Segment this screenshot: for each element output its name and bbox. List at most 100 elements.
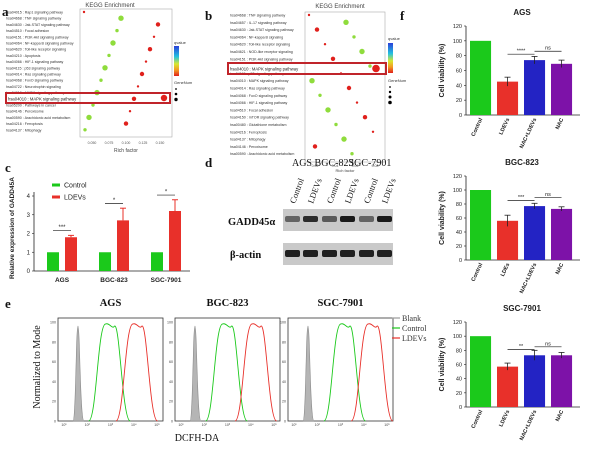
kegg-b-tick: 0.08 [372, 164, 379, 168]
kegg-b-xlabel: Rich factor [335, 168, 355, 173]
kegg-b-legend-gene: GeneNum [388, 78, 407, 83]
e-cell-title: AGS [100, 298, 122, 309]
d-lane-label: LDEVs [379, 177, 397, 205]
f-bar [551, 355, 573, 407]
kegg-b-tick: 0.04 [332, 164, 339, 168]
kegg-b-bubble [307, 13, 311, 17]
e-ytick: 40 [169, 380, 173, 384]
kegg-b-bubble [350, 152, 354, 156]
kegg-a-xlabel: Rich factor [114, 148, 138, 154]
e-ytick: 80 [52, 340, 56, 344]
e-ytick: 0 [171, 420, 173, 424]
e-ytick: 60 [169, 360, 173, 364]
f-chart-title: BGC-823 [505, 158, 539, 167]
kegg-a-bubble [110, 40, 116, 46]
kegg-a-highlight-bubble [160, 94, 168, 102]
e-xlabel: DCFH-DA [175, 433, 220, 444]
c-bar-ldevs [169, 211, 181, 271]
e-xtick: 10⁵ [384, 423, 390, 427]
f-bar [524, 60, 546, 115]
e-xtick: 10¹ [61, 423, 67, 427]
d-band-actin [322, 250, 337, 257]
f-category-label: NAC [555, 409, 565, 422]
e-xtick: 10¹ [291, 423, 297, 427]
e-ytick: 80 [169, 340, 173, 344]
kegg-b-term-label: hsa04010 : MAPK signaling pathway [230, 79, 289, 83]
e-legend-label: LDEVs [402, 334, 426, 343]
kegg-b-term-label: hsa04066 : HIF-1 signaling pathway [230, 101, 288, 105]
d-lane-label: Control [361, 176, 379, 204]
kegg-a-bubble [82, 10, 86, 14]
kegg-a-size-legend-2 [174, 92, 178, 96]
e-ytick: 100 [280, 320, 286, 324]
kegg-b-bubble [325, 107, 331, 113]
e-ylabel: Normalized to Mode [32, 325, 43, 409]
e-control-histogram [88, 323, 131, 422]
c-sig-label: * [165, 190, 168, 196]
e-ytick: 60 [282, 360, 286, 364]
kegg-a-bubble [115, 28, 119, 33]
kegg-a-bubble [131, 96, 137, 102]
kegg-a-bubble [83, 128, 87, 132]
f-bar [470, 40, 492, 116]
kegg-b-term-label: hsa04621 : NOD-like receptor signaling [230, 50, 293, 54]
c-sig-label: * [113, 198, 116, 204]
kegg-b-term-label: hsa04510 : Focal adhesion [230, 108, 273, 112]
kegg-b-bubble [368, 64, 372, 68]
kegg-a-bubble [99, 78, 103, 82]
kegg-b-term-label: hsa04620 : Toll-like receptor signaling [230, 43, 290, 47]
c-bar-control [47, 252, 59, 271]
kegg-b-qvalue-scale [388, 43, 393, 73]
panel-label-a: a [2, 4, 9, 19]
kegg-b-term-label: hsa04064 : NF-kappa B signaling [230, 35, 283, 39]
kegg-a-highlight-term: hsa04010 : MAPK signaling pathway [8, 97, 77, 102]
e-cell-title: SGC-7901 [317, 298, 363, 309]
d-band-actin [377, 250, 392, 257]
flow-histograms-e: Normalized to Mode DCFH-DA AGS 0 20 40 60 80 1… [32, 298, 427, 444]
kegg-a-term-label: hsa04151 : PI3K-Akt signaling pathway [6, 35, 69, 39]
kegg-b-term-label: hsa04668 : TNF signaling pathway [230, 14, 285, 18]
c-bar-control [99, 252, 111, 271]
e-blank-histogram [72, 325, 85, 422]
f-category-label: Control [471, 117, 485, 138]
d-band-gadd45a [303, 216, 318, 222]
d-band-gadd45a [285, 216, 300, 222]
f-category-label: NAC+LDEVs [519, 117, 538, 149]
e-ytick: 0 [284, 420, 286, 424]
f-sig-label: ns [545, 192, 551, 198]
kegg-a-bubble [144, 60, 148, 63]
f-ytick-label: 80 [456, 202, 462, 208]
kegg-a-bubble [152, 35, 156, 38]
e-xtick: 10² [315, 423, 321, 427]
kegg-b-term-label: hsa04137 : Mitophagy [230, 138, 266, 142]
f-category-label: Control [471, 409, 485, 430]
f-bar [470, 336, 492, 407]
kegg-b-bubble [346, 85, 352, 91]
kegg-a-term-label: hsa04722 : Neurotrophin signaling [6, 85, 61, 89]
f-sig-label: ns [545, 341, 551, 347]
e-legend-label: Control [402, 324, 427, 333]
kegg-a-bubble [118, 15, 124, 21]
kegg-b-bubble [318, 93, 322, 98]
kegg-b-term-list: hsa04668 : TNF signaling pathway hsa04657… [230, 14, 294, 157]
c-category-label: SGC-7901 [151, 277, 182, 284]
kegg-a-term-label: hsa04630 : Jak-STAT signaling pathway [6, 23, 70, 27]
panel-label-b: b [205, 8, 213, 23]
e-ytick: 40 [282, 380, 286, 384]
f-ytick-label: 40 [456, 377, 462, 383]
e-ldevs-histogram [234, 323, 278, 422]
d-band-label-gadd45a: GADD45α [228, 217, 275, 228]
f-bar [497, 366, 519, 407]
c-category-label: BGC-823 [100, 277, 128, 284]
d-band-gadd45a [340, 216, 355, 222]
kegg-a-term-label: hsa04620 : Toll-like receptor signaling [6, 48, 66, 52]
d-blot-strip-gadd45a [283, 209, 393, 231]
kegg-a-tick: 0.150 [156, 141, 165, 145]
e-plot-frame [174, 317, 281, 422]
e-ytick: 60 [52, 360, 56, 364]
e-blank-histogram [302, 325, 315, 422]
kegg-a-size-legend-1 [175, 88, 177, 90]
kegg-b-tick: 0.02 [312, 164, 319, 168]
kegg-a-bubble [136, 85, 140, 88]
